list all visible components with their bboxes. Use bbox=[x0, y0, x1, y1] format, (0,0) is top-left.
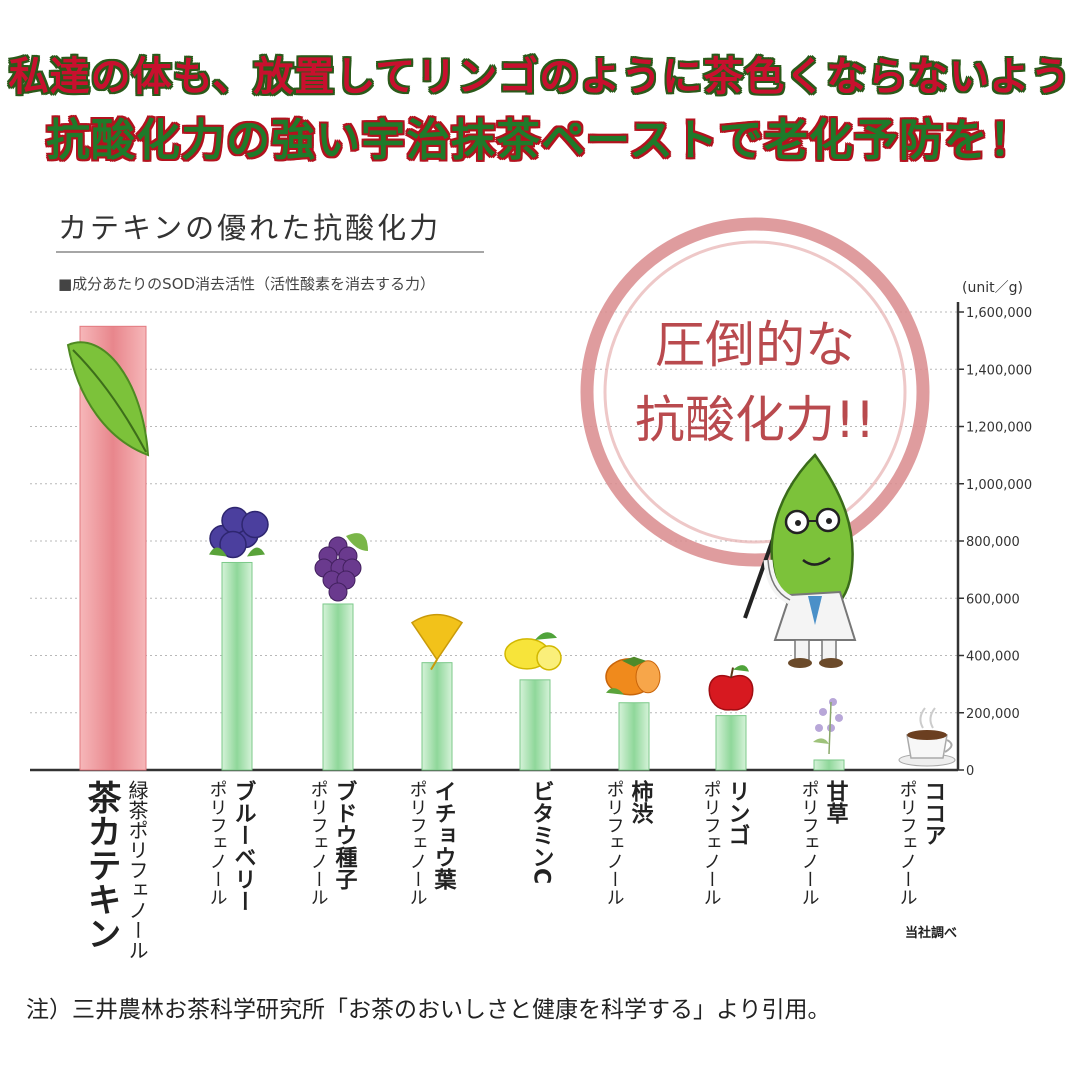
chart-subtitle: ■成分あたりのSOD消去活性（活性酸素を消去する力） bbox=[58, 275, 435, 293]
category-label-sub: ポリフェノール bbox=[799, 780, 820, 906]
y-tick-label: 0 bbox=[966, 764, 974, 779]
category-label-sub: ポリフェノール bbox=[701, 780, 722, 906]
bar-7 bbox=[813, 759, 845, 771]
category-label-main: ビタミンC bbox=[529, 780, 554, 884]
category-label-main: ブルーベリー bbox=[231, 779, 257, 912]
category-label-main: ブドウ種子 bbox=[332, 779, 358, 891]
y-tick-label: 600,000 bbox=[966, 592, 1020, 607]
y-tick-label: 1,400,000 bbox=[966, 363, 1032, 378]
leaf-professor-mascot bbox=[743, 453, 857, 668]
category-labels: 茶カテキン 緑茶ポリフェノール ブルーベリーポリフェノール ブドウ種子ポリフェノールイ… bbox=[81, 779, 946, 960]
category-label-sub: ポリフェノール bbox=[897, 780, 918, 906]
ginkgo-leaf-icon bbox=[410, 613, 464, 671]
category-label-main: リンゴ bbox=[725, 780, 750, 846]
category-label-main: ココア bbox=[921, 780, 946, 846]
tea-leaf-icon bbox=[66, 341, 150, 457]
category-label-sub: ポリフェノール bbox=[207, 780, 228, 906]
bar-icons bbox=[66, 341, 956, 767]
category-label-main: 柿渋 bbox=[628, 779, 654, 825]
stamp: 圧倒的な 抗酸化力!! bbox=[580, 217, 930, 567]
y-tick-label: 800,000 bbox=[966, 535, 1020, 550]
chart-title: カテキンの優れた抗酸化力 bbox=[58, 211, 441, 245]
cocoa-cup-icon bbox=[898, 707, 956, 767]
bar-1 bbox=[221, 561, 253, 771]
y-tick-label: 1,200,000 bbox=[966, 421, 1032, 436]
source-note: 当社調べ bbox=[905, 925, 957, 941]
headline-line-2: 抗酸化力の強い宇治抹茶ペーストで老化予防を！ bbox=[46, 115, 1034, 166]
headline-line-1: 私達の体も、放置してリンゴのように茶色くならないよう bbox=[8, 54, 1072, 100]
stamp-line-2: 抗酸化力!! bbox=[635, 391, 875, 449]
persimmon-icon bbox=[605, 656, 661, 696]
bar-4 bbox=[519, 679, 551, 771]
y-axis: 0 200,000 400,000 600,000 800,000 1,000,000 1,… bbox=[30, 302, 1032, 779]
y-tick-label: 1,600,000 bbox=[966, 306, 1032, 321]
category-label-main: イチョウ葉 bbox=[431, 780, 458, 890]
blueberry-icon bbox=[209, 506, 269, 559]
footnote: 注）三井農林お茶科学研究所「お茶のおいしさと健康を科学する」より引用。 bbox=[26, 997, 831, 1023]
stamp-line-1: 圧倒的な bbox=[655, 316, 855, 374]
category-label-main: 甘草 bbox=[823, 780, 849, 824]
category-label-sub: ポリフェノール bbox=[308, 780, 329, 906]
category-label-sub: ポリフェノール bbox=[407, 780, 428, 906]
category-label-sub: 緑茶ポリフェノール bbox=[125, 780, 149, 960]
y-tick-label: 200,000 bbox=[966, 707, 1020, 722]
bar-6 bbox=[715, 715, 747, 771]
licorice-flower-icon bbox=[813, 697, 843, 755]
apple-icon bbox=[708, 665, 754, 711]
y-tick-label: 1,000,000 bbox=[966, 478, 1032, 493]
category-label-main: 茶カテキン bbox=[81, 780, 121, 950]
category-label-sub: ポリフェノール bbox=[604, 780, 625, 906]
y-axis-unit: (unit／g) bbox=[962, 280, 1023, 296]
bar-3 bbox=[421, 662, 453, 771]
bar-2 bbox=[322, 603, 354, 771]
lemon-icon bbox=[504, 632, 562, 671]
y-tick-label: 400,000 bbox=[966, 650, 1020, 665]
grape-icon bbox=[314, 533, 368, 602]
bar-5 bbox=[618, 702, 650, 771]
bars bbox=[79, 325, 845, 771]
